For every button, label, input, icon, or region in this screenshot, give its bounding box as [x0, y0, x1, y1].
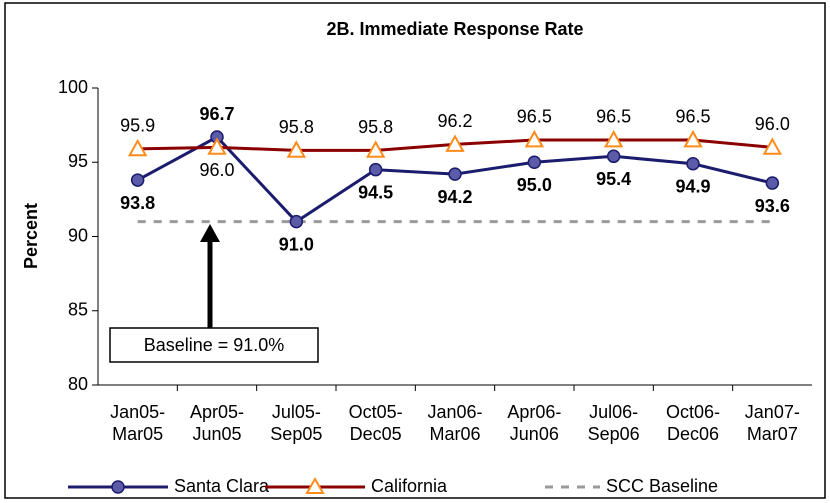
- data-point: [130, 173, 145, 187]
- annotation: Baseline = 91.0%: [144, 335, 285, 355]
- x-tick-label: Apr06-Jun06: [507, 402, 562, 444]
- data-point: [603, 129, 624, 148]
- data-point: [527, 155, 542, 169]
- data-label: 95.0: [517, 175, 552, 195]
- y-tick-label: 100: [58, 77, 88, 97]
- annotation-box: [109, 327, 319, 363]
- chart-frame: [4, 2, 826, 499]
- data-label: 96.2: [437, 111, 472, 131]
- x-tick-label: Apr05-Jun05: [189, 402, 245, 444]
- x-tick-label: Jan06-Mar06: [427, 402, 483, 444]
- data-label: 96.0: [755, 114, 790, 134]
- data-label: 95.8: [279, 117, 314, 137]
- annotation-arrowhead: [200, 224, 220, 242]
- data-point: [365, 140, 386, 158]
- data-label: 91.0: [279, 234, 314, 254]
- data-point: [445, 134, 465, 152]
- data-label: 95.4: [596, 169, 631, 189]
- data-label: 96.5: [675, 107, 710, 127]
- x-tick-label: Oct06-Dec06: [665, 402, 721, 444]
- chart-title: 2B. Immediate Response Rate: [326, 19, 583, 39]
- data-label: 93.8: [120, 193, 155, 213]
- x-tick-label: Jan07-Mar07: [744, 402, 800, 444]
- data-point: [207, 137, 227, 155]
- legend-label: California: [371, 476, 448, 496]
- data-label: 96.0: [199, 160, 234, 180]
- legend-label: SCC Baseline: [606, 476, 718, 496]
- y-axis-label: Percent: [21, 203, 41, 269]
- y-tick-label: 80: [68, 374, 88, 394]
- legend-marker: [111, 480, 125, 494]
- data-label: 96.7: [199, 104, 234, 124]
- data-label: 94.9: [675, 176, 710, 196]
- y-tick-label: 85: [68, 300, 88, 320]
- y-tick-label: 95: [68, 151, 88, 171]
- data-point: [683, 129, 703, 148]
- data-point: [762, 137, 783, 155]
- data-point: [289, 214, 304, 229]
- data-point: [524, 129, 545, 148]
- data-label: 94.2: [437, 187, 472, 207]
- data-point: [127, 138, 148, 157]
- data-label: 96.5: [596, 107, 631, 127]
- y-tick-label: 90: [68, 225, 88, 245]
- x-tick-label: Oct05-Dec05: [348, 402, 403, 444]
- legend-marker: [305, 476, 325, 494]
- x-tick-label: Jan05-Mar05: [110, 402, 166, 444]
- data-label: 95.8: [358, 117, 393, 137]
- data-label: 93.6: [755, 196, 790, 216]
- x-tick-label: Jul06-Sep06: [587, 402, 640, 444]
- data-label: 96.5: [517, 107, 552, 127]
- data-label: 94.5: [358, 182, 393, 202]
- data-point: [606, 149, 621, 164]
- data-point: [448, 167, 462, 181]
- data-point: [368, 162, 383, 177]
- data-point: [686, 156, 700, 171]
- data-label: 95.9: [120, 116, 155, 136]
- data-point: [765, 176, 780, 190]
- legend-label: Santa Clara: [174, 476, 270, 496]
- x-tick-label: Jul05-Sep05: [270, 402, 323, 444]
- data-point: [286, 140, 307, 158]
